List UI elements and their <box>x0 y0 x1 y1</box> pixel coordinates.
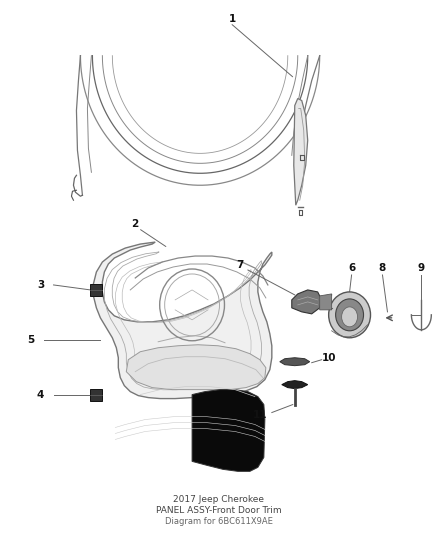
Polygon shape <box>280 358 310 366</box>
Polygon shape <box>292 290 321 314</box>
Text: 3: 3 <box>37 280 44 290</box>
Text: 2017 Jeep Cherokee: 2017 Jeep Cherokee <box>173 495 265 504</box>
Ellipse shape <box>328 292 371 338</box>
Polygon shape <box>126 345 266 390</box>
Text: 2: 2 <box>131 219 138 229</box>
Polygon shape <box>93 242 272 399</box>
Polygon shape <box>90 284 102 296</box>
Text: 8: 8 <box>379 263 386 273</box>
Text: 10: 10 <box>321 353 336 363</box>
Text: Diagram for 6BC611X9AE: Diagram for 6BC611X9AE <box>165 516 273 526</box>
Polygon shape <box>192 390 265 471</box>
Polygon shape <box>320 294 332 310</box>
Text: 6: 6 <box>348 263 355 273</box>
Ellipse shape <box>342 307 357 327</box>
Text: PANEL ASSY-Front Door Trim: PANEL ASSY-Front Door Trim <box>156 506 282 515</box>
Text: 11: 11 <box>253 409 267 419</box>
Text: 4: 4 <box>37 390 44 400</box>
Text: 7: 7 <box>236 260 244 270</box>
Polygon shape <box>294 99 308 205</box>
Polygon shape <box>282 381 308 389</box>
Polygon shape <box>90 389 102 401</box>
Text: 5: 5 <box>27 335 34 345</box>
Ellipse shape <box>336 299 364 331</box>
Text: 9: 9 <box>418 263 425 273</box>
Text: 1: 1 <box>228 14 236 24</box>
